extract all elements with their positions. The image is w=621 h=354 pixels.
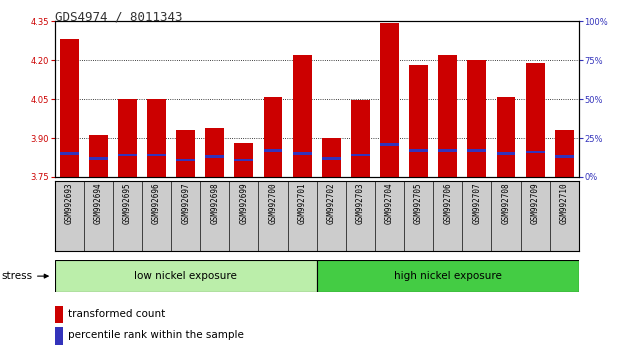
Bar <box>375 181 404 251</box>
Bar <box>550 181 579 251</box>
Bar <box>113 181 142 251</box>
Bar <box>468 149 486 152</box>
Bar <box>55 260 317 292</box>
Bar <box>433 181 462 251</box>
Bar <box>351 101 370 177</box>
Text: low nickel exposure: low nickel exposure <box>134 271 237 281</box>
Bar <box>229 181 258 251</box>
Bar <box>438 149 457 152</box>
Bar <box>491 181 520 251</box>
Bar <box>497 97 515 177</box>
Bar <box>200 181 229 251</box>
Text: high nickel exposure: high nickel exposure <box>394 271 502 281</box>
Text: stress: stress <box>1 271 32 281</box>
Bar <box>322 157 341 160</box>
Text: GSM992701: GSM992701 <box>297 183 307 224</box>
Bar <box>555 130 574 177</box>
Bar <box>142 181 171 251</box>
Bar <box>288 181 317 251</box>
Bar <box>317 260 579 292</box>
Bar <box>317 181 346 251</box>
Bar <box>404 181 433 251</box>
Text: GSM992702: GSM992702 <box>327 183 336 224</box>
Bar <box>409 149 428 152</box>
Bar <box>346 181 375 251</box>
Bar <box>520 181 550 251</box>
Bar <box>525 151 545 153</box>
Bar <box>292 55 312 177</box>
Bar <box>55 181 84 251</box>
Text: GSM992708: GSM992708 <box>502 183 510 224</box>
Text: GSM992698: GSM992698 <box>211 183 219 224</box>
Text: GSM992693: GSM992693 <box>65 183 74 224</box>
Text: GSM992696: GSM992696 <box>152 183 161 224</box>
Text: GSM992699: GSM992699 <box>240 183 248 224</box>
Bar <box>176 130 195 177</box>
Bar <box>89 157 108 160</box>
Text: GSM992710: GSM992710 <box>560 183 569 224</box>
Bar <box>263 149 283 152</box>
Text: GDS4974 / 8011343: GDS4974 / 8011343 <box>55 11 182 24</box>
Bar <box>84 181 113 251</box>
Text: GSM992695: GSM992695 <box>123 183 132 224</box>
Bar <box>118 154 137 156</box>
Text: GSM992706: GSM992706 <box>443 183 452 224</box>
Text: GSM992700: GSM992700 <box>268 183 278 224</box>
Bar <box>235 143 253 177</box>
Text: GSM992709: GSM992709 <box>530 183 540 224</box>
Bar <box>258 181 288 251</box>
Bar <box>322 138 341 177</box>
Bar <box>525 63 545 177</box>
Text: GSM992704: GSM992704 <box>385 183 394 224</box>
Text: percentile rank within the sample: percentile rank within the sample <box>68 330 243 341</box>
Bar <box>292 152 312 155</box>
Bar <box>235 159 253 161</box>
Bar <box>206 155 224 158</box>
Text: GSM992697: GSM992697 <box>181 183 190 224</box>
Text: GSM992703: GSM992703 <box>356 183 365 224</box>
Bar <box>497 152 515 155</box>
Bar <box>147 154 166 156</box>
Bar <box>555 155 574 158</box>
Bar <box>468 60 486 177</box>
Bar <box>380 23 399 177</box>
Bar <box>380 143 399 145</box>
Bar <box>409 65 428 177</box>
Text: transformed count: transformed count <box>68 309 165 319</box>
Bar <box>206 128 224 177</box>
Bar <box>176 159 195 161</box>
Bar <box>171 181 200 251</box>
Text: GSM992694: GSM992694 <box>94 183 103 224</box>
Bar <box>89 136 108 177</box>
Bar <box>351 154 370 156</box>
Text: GSM992705: GSM992705 <box>414 183 423 224</box>
Bar <box>60 39 79 177</box>
Text: GSM992707: GSM992707 <box>473 183 481 224</box>
Bar <box>462 181 491 251</box>
Bar <box>147 99 166 177</box>
Bar <box>263 97 283 177</box>
Bar <box>438 55 457 177</box>
Bar <box>60 152 79 155</box>
Bar <box>118 99 137 177</box>
Bar <box>55 306 63 323</box>
Bar <box>55 327 63 345</box>
